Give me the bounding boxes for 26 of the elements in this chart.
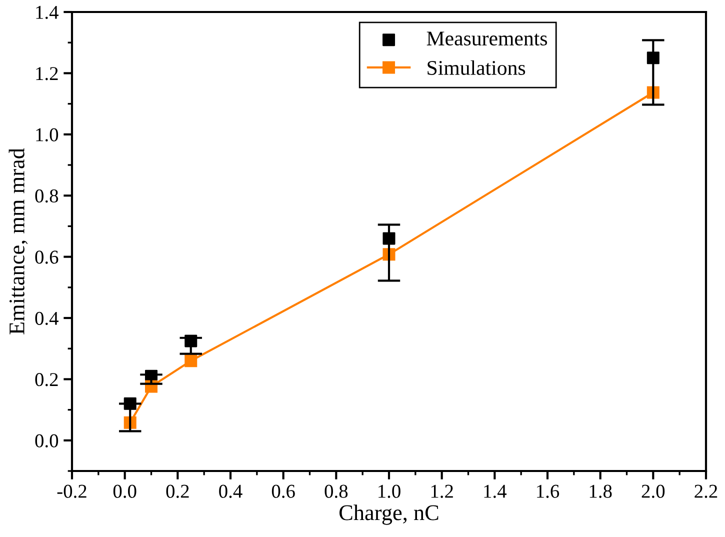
x-tick-label: 0.8 xyxy=(324,484,348,498)
x-tick-label: 0.0 xyxy=(113,484,136,498)
x-tick-label: 1.0 xyxy=(378,484,400,498)
x-tick-label: 2.2 xyxy=(694,484,718,498)
legend-label: Measurements xyxy=(426,32,548,46)
x-tick-label: 0.2 xyxy=(166,484,189,498)
x-tick-label: 1.2 xyxy=(431,484,453,498)
y-axis-title: Emittance, mm mrad xyxy=(8,148,28,334)
x-tick-label: 2.0 xyxy=(642,484,665,498)
x-tick-label: 1.8 xyxy=(590,484,612,498)
legend-label: Simulations xyxy=(428,60,526,75)
x-axis-title: Charge, nC xyxy=(340,504,438,525)
point xyxy=(184,354,198,368)
y-tick-label: 1.2 xyxy=(36,67,58,80)
x-tick-label: 1.4 xyxy=(484,484,507,498)
x-tick-label: 0.4 xyxy=(219,484,242,498)
x-tick-label: -0.2 xyxy=(57,484,86,498)
y-tick-label: 0.6 xyxy=(35,250,58,264)
x-tick-label: 0.6 xyxy=(272,484,295,498)
y-tick-label: 1.4 xyxy=(36,6,58,20)
y-tick-label: 0.2 xyxy=(35,373,58,386)
x-tick-label: 1.6 xyxy=(537,484,560,498)
y-tick-label: 0.0 xyxy=(35,434,58,448)
y-tick-label: 1.0 xyxy=(36,128,58,142)
y-tick-label: 0.4 xyxy=(35,312,58,326)
y-tick-label: 0.8 xyxy=(35,189,58,203)
